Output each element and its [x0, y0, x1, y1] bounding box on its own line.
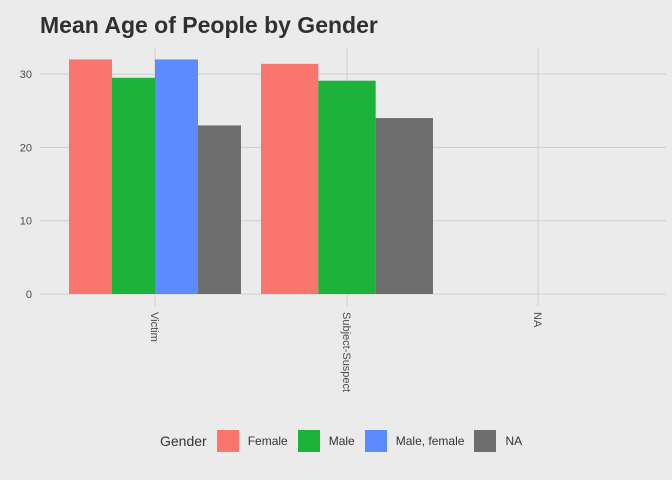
legend-key-male [297, 430, 320, 452]
y-axis-ticks: 0 10 20 30 [20, 69, 32, 301]
bar-victim-female [69, 59, 112, 294]
x-tick-label: NA [531, 312, 543, 328]
legend-key-female [216, 430, 239, 452]
legend-label-male: Male [328, 434, 355, 448]
bar-victim-male [112, 77, 155, 294]
legend: Gender Female Male Male, female NA [160, 428, 532, 454]
legend-item-male-female: Male, female [364, 430, 465, 452]
legend-label-male-female: Male, female [395, 434, 465, 448]
legend-item-na: NA [474, 430, 522, 452]
y-tick-label: 10 [20, 216, 32, 228]
x-tick-label: Victim [148, 312, 160, 342]
legend-key-na [474, 430, 497, 452]
legend-label-na: NA [505, 434, 523, 448]
bar-subject-suspect-male [318, 80, 376, 295]
y-tick-label: 0 [26, 289, 32, 301]
legend-item-female: Female [216, 430, 288, 452]
bar-victim-na [198, 125, 241, 294]
bar-subject-suspect-female [261, 63, 319, 295]
bars [69, 59, 433, 295]
legend-label-female: Female [247, 434, 288, 448]
bar-victim-male-female [155, 59, 198, 294]
bar-subject-suspect-na [375, 118, 433, 294]
legend-key-male-female [364, 430, 387, 452]
y-tick-label: 30 [20, 69, 32, 81]
chart-title: Mean Age of People by Gender [40, 12, 378, 38]
y-tick-label: 20 [20, 142, 32, 154]
legend-item-male: Male [297, 430, 355, 452]
x-axis-ticks: Victim Subject-Suspect NA [148, 312, 543, 392]
x-tick-label: Subject-Suspect [340, 312, 352, 392]
legend-title: Gender [160, 433, 207, 449]
